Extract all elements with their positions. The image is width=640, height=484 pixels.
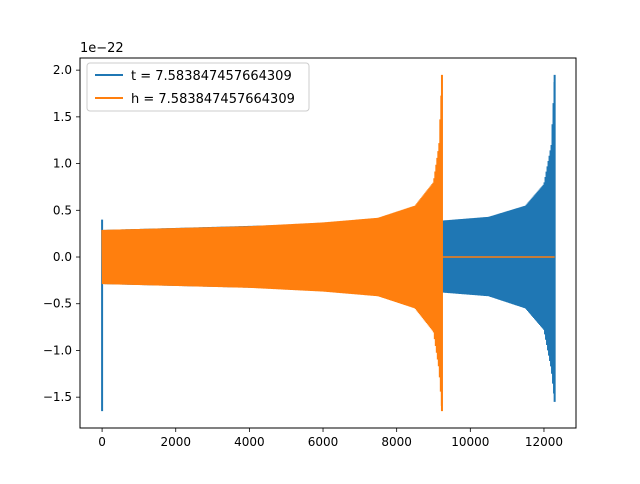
x-tick-label: 8000 <box>381 435 412 449</box>
x-axis: 0 2000 4000 6000 8000 10000 12000 <box>98 428 563 449</box>
y-tick-label: −1.5 <box>43 390 72 404</box>
y-tick-label: 2.0 <box>53 63 72 77</box>
plot-frame <box>79 57 577 429</box>
series-h <box>101 74 555 412</box>
x-tick-label: 0 <box>98 435 106 449</box>
y-tick-label: −0.5 <box>43 297 72 311</box>
y-tick-label: 1.5 <box>53 110 72 124</box>
legend-box <box>86 62 310 112</box>
series-oscillation <box>101 95 443 406</box>
y-scale-offset-label: 1e−22 <box>80 41 124 56</box>
y-tick-label: −1.0 <box>43 343 72 357</box>
x-tick-label: 10000 <box>451 435 489 449</box>
legend-label-series-h: h = 7.583847457664309 <box>131 92 295 107</box>
x-tick-label: 6000 <box>308 435 339 449</box>
legend: t = 7.583847457664309 h = 7.583847457664… <box>86 62 310 112</box>
y-tick-label: 0.0 <box>53 250 72 264</box>
x-tick-label: 2000 <box>160 435 191 449</box>
series-layer <box>101 74 556 412</box>
x-tick-label: 4000 <box>234 435 265 449</box>
legend-label-series-t: t = 7.583847457664309 <box>131 69 292 84</box>
y-tick-label: 1.0 <box>53 157 72 171</box>
y-axis: −1.5 −1.0 −0.5 0.0 0.5 1.0 1.5 2.0 <box>43 63 80 404</box>
y-tick-label: 0.5 <box>53 203 72 217</box>
x-tick-label: 12000 <box>525 435 563 449</box>
